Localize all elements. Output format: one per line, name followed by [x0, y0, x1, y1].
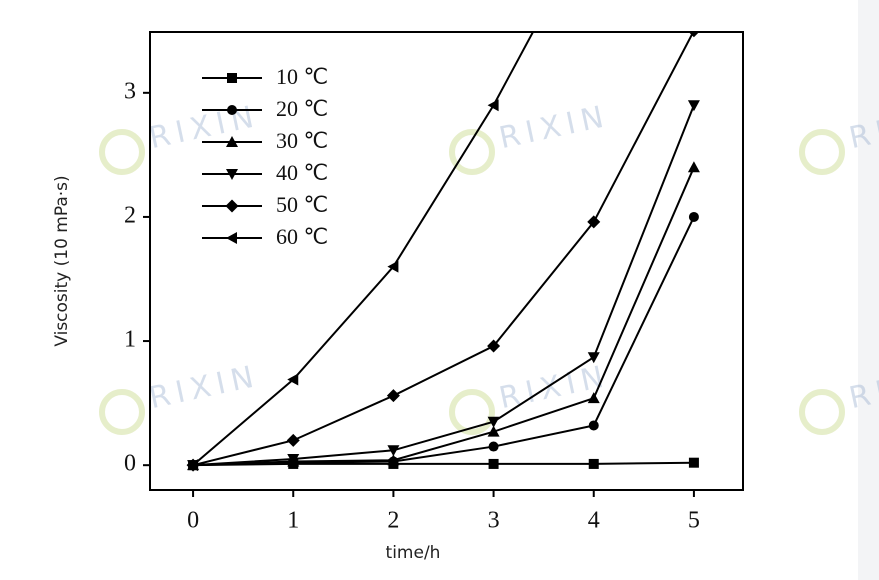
watermark: RIXIN [496, 359, 612, 416]
marker [287, 373, 299, 386]
legend-label: 60 ℃ [276, 224, 328, 249]
watermark-logo [449, 389, 495, 435]
legend-label: 50 ℃ [276, 192, 328, 217]
marker [588, 420, 599, 431]
marker [587, 215, 601, 229]
marker [287, 453, 300, 465]
x-tick-label: 2 [387, 508, 399, 534]
y-axis-label: Viscosity (10 mPa·s) [52, 175, 72, 346]
legend-label: 20 ℃ [276, 96, 328, 121]
marker [688, 32, 700, 38]
x-axis-label: time/h [386, 543, 441, 563]
x-tick-label: 4 [588, 508, 600, 534]
y-tick-label: 1 [124, 327, 136, 353]
marker [687, 100, 700, 112]
marker [226, 136, 238, 147]
marker [227, 105, 237, 115]
marker [487, 425, 500, 437]
x-tick-label: 1 [287, 508, 299, 534]
watermark: RIXIN [496, 99, 612, 156]
marker [187, 459, 199, 472]
series-line [193, 104, 695, 467]
watermark-logo [99, 129, 145, 175]
marker [226, 232, 237, 244]
watermark: RIXIN [146, 99, 262, 156]
marker [687, 161, 700, 173]
watermark-logo [799, 129, 845, 175]
watermark: RIXIN [146, 359, 262, 416]
marker [688, 457, 699, 468]
marker [488, 441, 499, 452]
marker [226, 169, 238, 180]
x-tick-label: 5 [688, 508, 700, 534]
series-line [192, 32, 695, 467]
watermark-logo [99, 389, 145, 435]
marker [227, 73, 237, 83]
y-tick-label: 2 [124, 202, 136, 228]
legend-label: 30 ℃ [276, 128, 328, 153]
watermark-logo [799, 389, 845, 435]
marker [488, 458, 499, 469]
marker [587, 392, 600, 404]
marker [387, 260, 399, 273]
marker [387, 445, 400, 457]
x-tick-label: 3 [488, 508, 500, 534]
legend-label: 10 ℃ [276, 64, 328, 89]
legend-label: 40 ℃ [276, 160, 328, 185]
marker [387, 454, 400, 466]
plot-area [186, 32, 700, 472]
series-line [193, 216, 695, 467]
x-tick-label: 0 [187, 508, 199, 534]
plot-frame [149, 31, 744, 491]
y-tick-label: 0 [124, 451, 136, 477]
marker [487, 99, 499, 112]
series-line [193, 166, 695, 467]
marker [487, 416, 500, 428]
watermark-logo [449, 129, 495, 175]
marker [386, 389, 400, 403]
marker [587, 352, 600, 364]
marker [688, 211, 699, 222]
marker [588, 458, 599, 469]
y-tick-label: 3 [124, 78, 136, 104]
marker [286, 433, 300, 447]
series-line [193, 461, 694, 467]
marker [225, 199, 239, 213]
marker [487, 339, 501, 353]
side-panel [858, 0, 879, 580]
